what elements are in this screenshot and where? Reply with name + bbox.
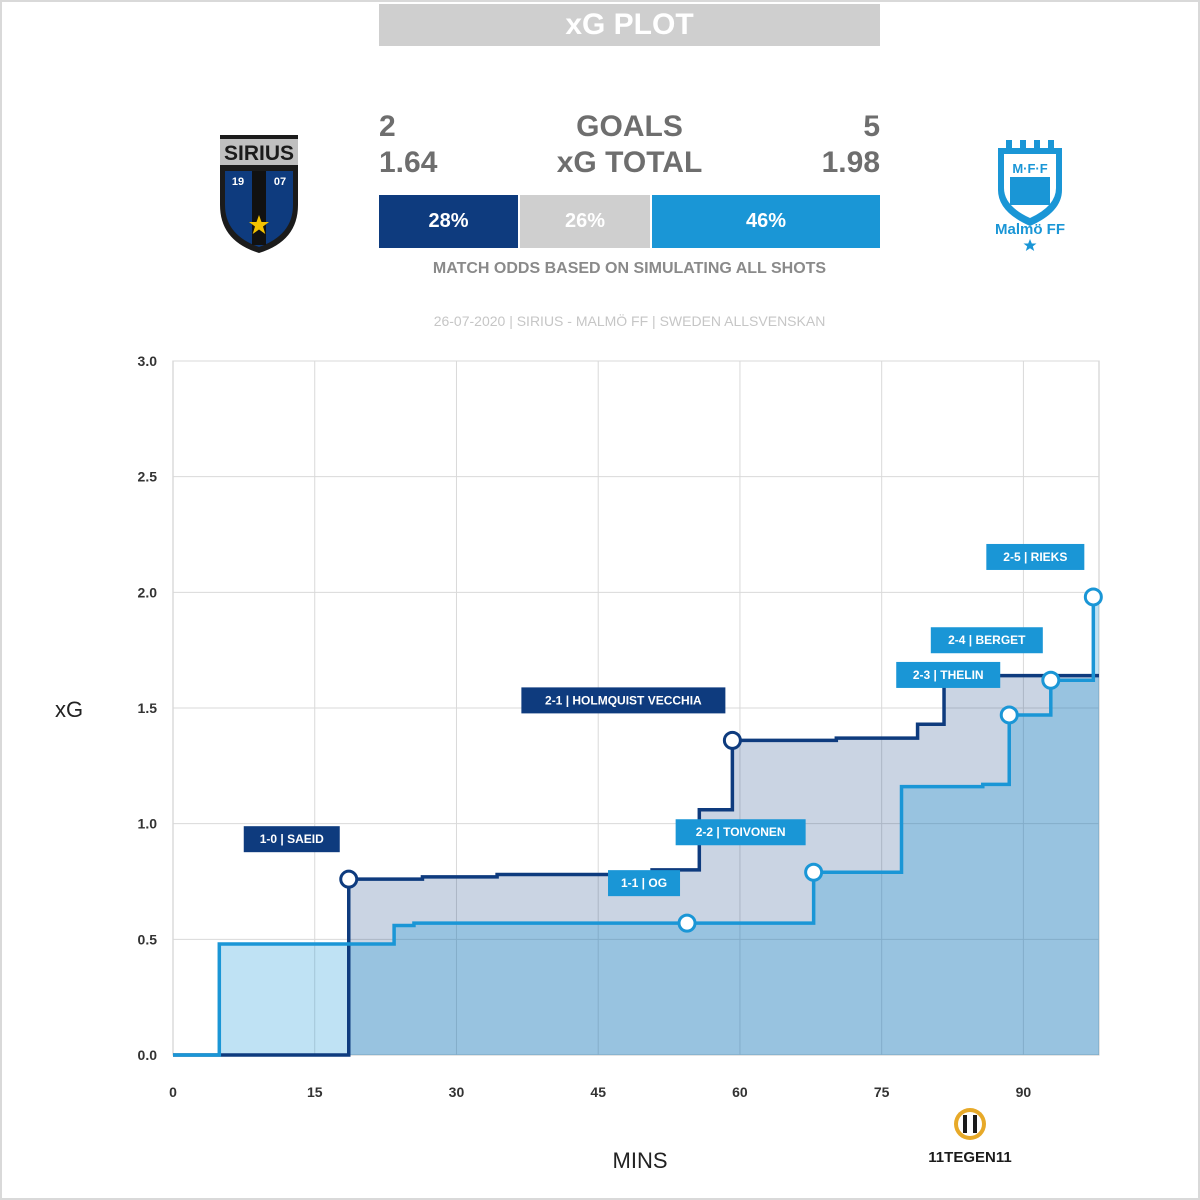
y-tick-label: 1.5: [138, 700, 158, 716]
home-odds-bar: 28%: [379, 195, 518, 248]
goal-annotation-label: 1-0 | SAEID: [260, 832, 324, 846]
away-xg-area: [173, 596, 1099, 1055]
mff-logo-name: Malmö FF: [995, 221, 1065, 238]
goal-annotation-label: 2-5 | RIEKS: [1003, 550, 1067, 564]
away-goals: 5: [863, 110, 880, 143]
draw-odds-bar: 26%: [520, 195, 650, 248]
mff-logo-text: M·F·F: [1012, 161, 1047, 176]
x-tick-label: 0: [169, 1084, 177, 1100]
away-xg-total: 1.98: [821, 146, 880, 179]
away-odds-bar: 46%: [652, 195, 880, 248]
x-tick-label: 75: [874, 1084, 890, 1100]
goal-annotation-box: [243, 826, 340, 853]
star-icon: [249, 215, 269, 234]
y-tick-label: 0.5: [138, 931, 158, 947]
y-tick-label: 2.0: [138, 584, 158, 600]
goal-marker: [1083, 587, 1103, 607]
goal-annotation-box: [930, 627, 1043, 654]
x-tick-label: 45: [590, 1084, 606, 1100]
x-axis-label: MINS: [612, 1148, 668, 1173]
goal-marker: [999, 705, 1019, 725]
sirius-logo-text: SIRIUS: [224, 142, 294, 165]
goal-annotation-box: [608, 870, 681, 897]
goal-annotation-box: [896, 661, 1001, 688]
svg-text:19: 19: [232, 176, 244, 188]
home-xg-area: [173, 675, 1099, 1055]
odds-note: MATCH ODDS BASED ON SIMULATING ALL SHOTS: [432, 260, 827, 277]
away-xg-line: [173, 595, 1099, 1057]
star-icon: [1023, 239, 1037, 251]
goal-annotation-box: [986, 543, 1085, 570]
y-tick-label: 1.0: [138, 816, 158, 832]
goals-label: GOALS: [576, 110, 683, 143]
brand-logo: 11TEGEN11: [928, 1108, 1012, 1166]
svg-text:11TEGEN11: 11TEGEN11: [928, 1149, 1011, 1166]
y-tick-label: 2.5: [138, 469, 158, 485]
sirius-logo: SIRIUS 19 07: [220, 135, 298, 253]
xg-total-label: xG TOTAL: [556, 146, 703, 179]
page-title: xG PLOT: [379, 4, 880, 46]
goal-marker: [677, 913, 697, 933]
y-axis-label: xG: [55, 697, 84, 722]
y-tick-label: 3.0: [138, 353, 158, 369]
goal-annotation-label: 2-2 | TOIVONEN: [696, 825, 786, 839]
svg-text:07: 07: [274, 176, 286, 188]
malmo-ff-logo: M·F·F Malmö FF: [995, 140, 1065, 251]
goal-annotation-label: 2-3 | THELIN: [913, 668, 984, 682]
goal-marker: [804, 862, 824, 882]
goal-annotation-label: 2-1 | HOLMQUIST VECCHIA: [545, 693, 702, 707]
goal-marker: [722, 730, 742, 750]
home-goals: 2: [379, 110, 396, 143]
goal-annotation-box: [521, 687, 726, 714]
goal-annotation-box: [675, 819, 806, 846]
goal-annotation-label: 1-1 | OG: [621, 876, 667, 890]
goal-marker: [339, 869, 359, 889]
goal-marker: [1041, 670, 1061, 690]
y-tick-label: 0.0: [138, 1047, 158, 1063]
goal-annotation-label: 2-4 | BERGET: [948, 633, 1026, 647]
x-tick-label: 90: [1016, 1084, 1032, 1100]
home-xg-total: 1.64: [379, 146, 438, 179]
x-tick-label: 15: [307, 1084, 323, 1100]
match-info: 26-07-2020 | SIRIUS - MALMÖ FF | SWEDEN …: [433, 313, 826, 329]
x-tick-label: 30: [449, 1084, 465, 1100]
x-tick-label: 60: [732, 1084, 748, 1100]
